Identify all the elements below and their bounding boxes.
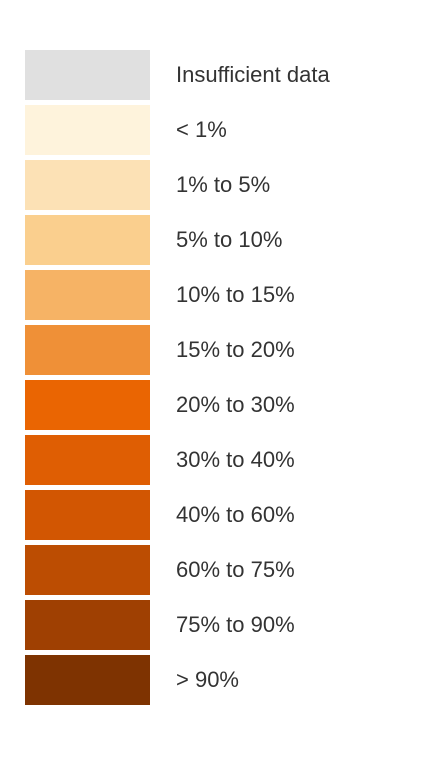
legend-label: < 1%: [176, 117, 227, 142]
legend-label: 20% to 30%: [176, 392, 295, 417]
legend-item-20-to-30: 20% to 30%: [25, 380, 405, 435]
legend-item-15-to-20: 15% to 20%: [25, 325, 405, 380]
legend-item-75-to-90: 75% to 90%: [25, 600, 405, 655]
legend-swatch: [25, 435, 150, 485]
legend-label: 30% to 40%: [176, 447, 295, 472]
legend-label: > 90%: [176, 667, 239, 692]
legend-item-greater-than-90: > 90%: [25, 655, 405, 710]
legend-swatch: [25, 325, 150, 375]
legend-item-10-to-15: 10% to 15%: [25, 270, 405, 325]
legend-label: 10% to 15%: [176, 282, 295, 307]
legend-swatch: [25, 105, 150, 155]
legend-swatch: [25, 215, 150, 265]
legend-label: 75% to 90%: [176, 612, 295, 637]
legend-swatch: [25, 50, 150, 100]
legend-swatch: [25, 600, 150, 650]
legend-swatch: [25, 545, 150, 595]
map-legend: Insufficient data < 1% 1% to 5% 5% to 10…: [25, 50, 405, 710]
legend-swatch: [25, 160, 150, 210]
legend-item-insufficient-data: Insufficient data: [25, 50, 405, 105]
legend-swatch: [25, 270, 150, 320]
legend-label: 5% to 10%: [176, 227, 283, 252]
legend-swatch: [25, 655, 150, 705]
legend-item-30-to-40: 30% to 40%: [25, 435, 405, 490]
legend-item-60-to-75: 60% to 75%: [25, 545, 405, 600]
legend-item-less-than-1: < 1%: [25, 105, 405, 160]
legend-item-1-to-5: 1% to 5%: [25, 160, 405, 215]
legend-label: 15% to 20%: [176, 337, 295, 362]
legend-swatch: [25, 380, 150, 430]
legend-label: 40% to 60%: [176, 502, 295, 527]
legend-label: Insufficient data: [176, 62, 330, 87]
legend-label: 1% to 5%: [176, 172, 271, 197]
legend-swatch: [25, 490, 150, 540]
legend-item-5-to-10: 5% to 10%: [25, 215, 405, 270]
legend-label: 60% to 75%: [176, 557, 295, 582]
legend-item-40-to-60: 40% to 60%: [25, 490, 405, 545]
